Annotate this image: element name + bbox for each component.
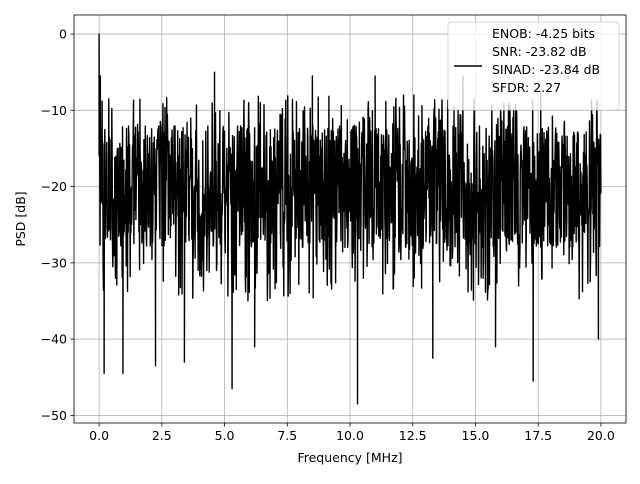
x-tick-label: 20.0 bbox=[587, 428, 615, 443]
y-tick-label: −10 bbox=[41, 103, 67, 118]
legend-box bbox=[447, 21, 620, 111]
ticks: 0.0 2.5 5.0 7.5 10.0 12.5 15.0 17.5 20.0 0 −10 −20 −… bbox=[41, 27, 615, 443]
series-layer bbox=[98, 33, 602, 405]
legend-label-line: SFDR: 2.27 bbox=[492, 80, 561, 95]
x-tick-label: 17.5 bbox=[524, 428, 552, 443]
legend-label-line: ENOB: -4.25 bits bbox=[492, 26, 595, 41]
y-tick-label: −30 bbox=[41, 255, 67, 270]
x-tick-label: 0.0 bbox=[89, 428, 109, 443]
y-tick-label: −50 bbox=[41, 408, 67, 423]
x-tick-label: 15.0 bbox=[462, 428, 490, 443]
x-axis-label: Frequency [MHz] bbox=[297, 450, 402, 465]
legend-label: ENOB: -4.25 bits SNR: -23.82 dB SINAD: -23… bbox=[492, 26, 600, 95]
y-tick-label: −20 bbox=[41, 179, 67, 194]
x-tick-label: 5.0 bbox=[215, 428, 235, 443]
x-tick-label: 10.0 bbox=[336, 428, 364, 443]
y-tick-label: −40 bbox=[41, 332, 67, 347]
y-tick-label: 0 bbox=[59, 27, 67, 42]
legend-label-line: SNR: -23.82 dB bbox=[492, 44, 587, 59]
legend: ENOB: -4.25 bits SNR: -23.82 dB SINAD: -23… bbox=[447, 21, 620, 111]
x-tick-label: 7.5 bbox=[277, 428, 297, 443]
y-axis-label: PSD [dB] bbox=[13, 191, 28, 246]
x-tick-label: 12.5 bbox=[399, 428, 427, 443]
legend-label-line: SINAD: -23.84 dB bbox=[492, 62, 600, 77]
x-tick-label: 2.5 bbox=[152, 428, 172, 443]
psd-series-line bbox=[98, 33, 602, 405]
